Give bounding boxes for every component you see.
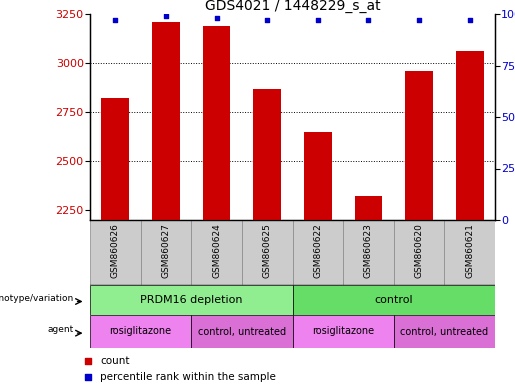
Bar — [101, 98, 129, 220]
Text: GSM860626: GSM860626 — [111, 223, 120, 278]
Point — [84, 374, 92, 380]
Text: percentile rank within the sample: percentile rank within the sample — [100, 372, 277, 382]
Point — [162, 13, 170, 19]
Text: GSM860624: GSM860624 — [212, 223, 221, 278]
Text: agent: agent — [47, 325, 74, 334]
Bar — [293, 285, 495, 315]
Text: genotype/variation: genotype/variation — [0, 294, 74, 303]
Point — [466, 17, 474, 23]
Bar — [191, 220, 242, 285]
Bar — [90, 285, 293, 315]
Text: PRDM16 depletion: PRDM16 depletion — [140, 295, 243, 305]
Point — [263, 17, 271, 23]
Text: control: control — [374, 295, 413, 305]
Bar — [152, 22, 180, 220]
Bar — [444, 220, 495, 285]
Point — [84, 358, 92, 364]
Bar — [141, 220, 191, 285]
Text: GSM860623: GSM860623 — [364, 223, 373, 278]
Bar — [202, 26, 231, 220]
Text: GSM860621: GSM860621 — [465, 223, 474, 278]
Bar — [242, 220, 293, 285]
Text: count: count — [100, 356, 130, 366]
Point — [415, 17, 423, 23]
Bar — [253, 89, 281, 220]
Bar — [191, 315, 293, 348]
Text: rosiglitazone: rosiglitazone — [312, 326, 374, 336]
Text: GSM860622: GSM860622 — [313, 223, 322, 278]
Bar — [405, 71, 433, 220]
Bar — [354, 197, 382, 220]
Text: control, untreated: control, untreated — [198, 326, 286, 336]
Bar — [343, 220, 394, 285]
Title: GDS4021 / 1448229_s_at: GDS4021 / 1448229_s_at — [204, 0, 380, 13]
Point — [213, 15, 221, 21]
Text: GSM860620: GSM860620 — [415, 223, 423, 278]
Bar — [90, 315, 191, 348]
Bar — [293, 220, 343, 285]
Point — [314, 17, 322, 23]
Bar — [394, 220, 444, 285]
Bar — [293, 315, 394, 348]
Bar — [90, 220, 141, 285]
Text: rosiglitazone: rosiglitazone — [110, 326, 171, 336]
Bar — [304, 132, 332, 220]
Point — [111, 17, 119, 23]
Point — [364, 17, 372, 23]
Bar — [456, 51, 484, 220]
Text: control, untreated: control, untreated — [400, 326, 488, 336]
Bar — [394, 315, 495, 348]
Text: GSM860627: GSM860627 — [161, 223, 170, 278]
Text: GSM860625: GSM860625 — [263, 223, 272, 278]
